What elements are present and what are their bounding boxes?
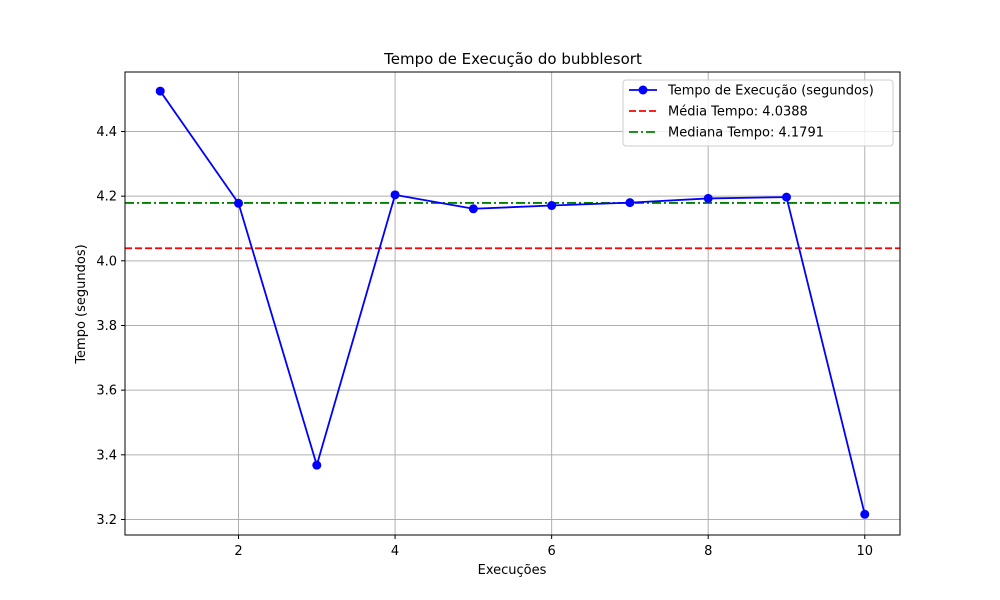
y-tick-label: 3.8 (96, 319, 117, 334)
legend-label: Mediana Tempo: 4.1791 (668, 126, 824, 141)
legend-label: Média Tempo: 4.0388 (668, 105, 808, 120)
data-point (390, 190, 400, 200)
series-line (159, 90, 866, 515)
grid-lines (125, 72, 900, 535)
x-tick-label: 8 (704, 544, 712, 559)
y-tick-label: 3.6 (96, 384, 117, 399)
y-tick-label: 4.2 (96, 190, 117, 205)
data-point (625, 198, 635, 208)
y-axis: 3.2 3.4 3.6 3.8 4.0 4.2 4.4 (96, 125, 125, 528)
data-point (860, 509, 870, 519)
y-axis-label: Tempo (segundos) (74, 244, 89, 364)
data-point (468, 204, 478, 214)
x-axis: 2 4 6 8 10 (234, 535, 873, 559)
data-point (155, 86, 165, 96)
x-tick-label: 6 (548, 544, 556, 559)
y-tick-label: 4.4 (96, 125, 117, 140)
x-tick-label: 4 (391, 544, 399, 559)
x-axis-label: Execuções (478, 563, 547, 578)
chart-title: Tempo de Execução do bubblesort (383, 50, 642, 68)
data-point (703, 193, 713, 203)
plot-frame (124, 71, 901, 536)
reference-lines (125, 202, 900, 250)
data-point (312, 460, 322, 470)
legend-marker (638, 85, 648, 95)
legend-box (622, 79, 894, 147)
y-tick-label: 3.2 (96, 513, 117, 528)
x-tick-label: 10 (856, 544, 873, 559)
y-tick-label: 4.0 (96, 254, 117, 269)
x-tick-label: 2 (234, 544, 242, 559)
legend-label: Tempo de Execução (segundos) (667, 84, 874, 99)
data-point (547, 201, 557, 211)
data-point (234, 198, 244, 208)
y-tick-label: 3.4 (96, 448, 117, 463)
data-point (781, 192, 791, 202)
legend: Tempo de Execução (segundos) Média Tempo:… (622, 79, 894, 147)
data-series (155, 86, 870, 519)
